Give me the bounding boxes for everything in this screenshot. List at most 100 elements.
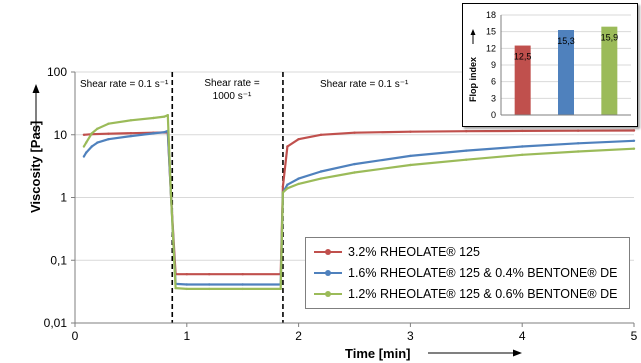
- series-3-point-7: [152, 116, 155, 120]
- annotation-high-shear-line1: Shear rate =: [204, 78, 259, 89]
- inset-bar-1: [514, 45, 531, 115]
- inset-bar-label-3: 15,9: [601, 33, 619, 43]
- inset-bars: 12,5 15,3 15,9: [514, 26, 619, 116]
- series-3-point-9: [166, 114, 169, 117]
- series-2-point-25: [632, 139, 636, 142]
- series-2-point-1: [82, 155, 86, 158]
- series-2-point-4: [96, 141, 99, 144]
- inset-y-tick-label-6: 18: [486, 10, 496, 20]
- series-3-point-10: [169, 196, 173, 199]
- series-1-point-1: [82, 133, 86, 136]
- series-1-point-17: [353, 131, 356, 134]
- x-tick-label-3: 3: [407, 329, 414, 343]
- series-2-point-20: [353, 162, 356, 166]
- series-3-point-22: [465, 158, 468, 161]
- annotation-low-shear-1: Shear rate = 0.1 s⁻¹: [80, 79, 169, 90]
- series-2-point-18: [297, 177, 300, 180]
- x-tick-label-5: 5: [631, 329, 638, 343]
- inset-y-tick-label-3: 9: [491, 60, 496, 70]
- y-tick-label-0: 0,01: [44, 316, 68, 330]
- series-1-point-21: [576, 129, 580, 132]
- inset-y-axis-label: Flop index: [468, 57, 478, 102]
- legend-swatch-series-2: [314, 268, 342, 278]
- inset-bar-label-2: 15,3: [557, 36, 575, 46]
- series-3-point-2: [85, 141, 88, 144]
- legend-label-series-2: 1.6% RHEOLATE® 125 & 0.4% BENTONE® DE: [348, 266, 618, 280]
- y-axis-arrow: [32, 84, 40, 138]
- y-tick-label-1: 0,1: [50, 253, 67, 267]
- annotation-low-shear-2: Shear rate = 0.1 s⁻¹: [320, 79, 409, 90]
- series-2-point-12: [185, 283, 188, 286]
- series-1-point-22: [632, 129, 636, 132]
- legend-item-series-2: 1.6% RHEOLATE® 125 & 0.4% BENTONE® DE: [314, 263, 617, 283]
- series-3-point-14: [241, 287, 244, 291]
- legend: 3.2% RHEOLATE® 125 1.6% RHEOLATE® 125 & …: [305, 237, 630, 309]
- inset-bar-label-1: 12,5: [514, 52, 532, 62]
- series-3-point-3: [90, 132, 94, 135]
- series-3-point-4: [96, 127, 99, 130]
- series-2-point-14: [241, 283, 244, 286]
- tick-labels: 0,01 0,1 1 10 100 0 1 2 3 4 5: [44, 65, 638, 343]
- series-2-point-5: [107, 138, 110, 141]
- series-1-point-4: [129, 132, 133, 135]
- series-2-point-3: [90, 145, 94, 148]
- x-tick-label-1: 1: [183, 329, 190, 343]
- series-2-point-2: [85, 151, 88, 154]
- legend-item-series-3: 1.2% RHEOLATE® 125 & 0.6% BENTONE® DE: [314, 284, 617, 304]
- inset-y-tick-label-0: 0: [491, 110, 496, 120]
- series-3-point-1: [82, 145, 86, 148]
- inset-y-tick-label-2: 6: [491, 77, 496, 87]
- legend-swatch-series-1: [314, 247, 342, 257]
- series-3-point-24: [576, 150, 580, 153]
- y-tick-label-3: 10: [54, 128, 68, 142]
- x-axis-arrow: [428, 349, 522, 357]
- series-line-1: [83, 129, 635, 276]
- inset-bar-2: [558, 30, 574, 115]
- series-3-point-11: [174, 286, 177, 290]
- y-tick-label-2: 1: [60, 191, 67, 205]
- series-1-point-14: [286, 145, 289, 148]
- series-3-point-23: [521, 153, 524, 156]
- series-1-point-3: [107, 132, 110, 135]
- series-2-point-22: [465, 149, 468, 152]
- inset-y-axis-arrow: [470, 29, 476, 44]
- series-2-point-13: [208, 283, 211, 286]
- series-2-point-7: [152, 132, 155, 135]
- series-3-point-15: [279, 287, 282, 291]
- series-1-point-19: [465, 130, 468, 133]
- series-3-point-25: [632, 147, 636, 150]
- series-3-point-12: [185, 287, 188, 291]
- x-tick-label-0: 0: [72, 329, 79, 343]
- series-3-point-19: [319, 177, 323, 180]
- series-2-point-21: [409, 154, 412, 158]
- series-2-point-24: [576, 142, 580, 145]
- inset-bar-3: [601, 26, 618, 116]
- inset-y-tick-label-5: 15: [486, 27, 496, 37]
- series-1-point-15: [297, 138, 300, 141]
- series-3-point-5: [107, 122, 110, 125]
- legend-label-series-1: 3.2% RHEOLATE® 125: [348, 245, 480, 259]
- series-3-point-21: [409, 163, 412, 167]
- x-axis-label: Time [min]: [345, 346, 411, 361]
- series-3-point-13: [208, 287, 211, 291]
- x-tick-label-4: 4: [519, 329, 526, 343]
- y-tick-label-4: 100: [47, 65, 67, 79]
- phase-boundaries: [171, 72, 284, 323]
- series-1-point-16: [319, 133, 323, 136]
- series-3-point-18: [297, 182, 300, 186]
- series-3-point-20: [353, 171, 356, 174]
- series-1-point-9: [185, 273, 188, 276]
- series-1-point-20: [521, 129, 524, 133]
- legend-swatch-series-3: [314, 289, 342, 299]
- legend-item-series-1: 3.2% RHEOLATE® 125: [314, 242, 480, 262]
- inset-tick-labels: 0 3 6 9 12 15 18: [486, 10, 496, 120]
- inset-y-tick-label-1: 3: [491, 93, 496, 103]
- series-3-point-8: [163, 115, 166, 118]
- inset-flop-index-chart: 12,5 15,3 15,9 0 3 6 9 12 15 18 Flop index: [462, 3, 638, 127]
- series-3-point-17: [286, 187, 289, 190]
- series-2-point-17: [286, 183, 289, 186]
- series-2-point-6: [129, 134, 133, 138]
- legend-label-series-3: 1.2% RHEOLATE® 125 & 0.6% BENTONE® DE: [348, 287, 618, 301]
- series-1-point-18: [409, 130, 412, 133]
